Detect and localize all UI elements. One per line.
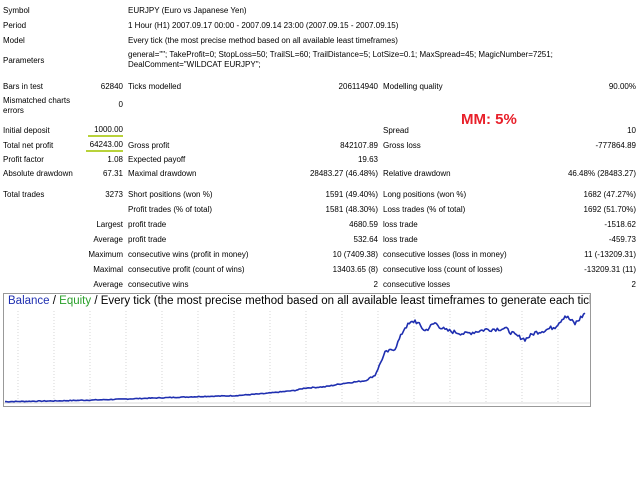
parameters-line1: general=""; TakeProfit=0; StopLoss=50; T… <box>128 50 553 59</box>
balance-chart-svg <box>4 311 590 404</box>
average-losses-value: 2 <box>631 280 636 289</box>
model-label: Model <box>3 36 25 45</box>
relative-drawdown-value: 46.48% (28483.27) <box>567 169 636 178</box>
average-loss-label: loss trade <box>383 235 418 244</box>
initial-deposit-label: Initial deposit <box>3 126 50 135</box>
ticks-value: 206114940 <box>338 82 378 91</box>
absolute-drawdown-value: 67.31 <box>102 169 123 178</box>
maximum-losses-label: consecutive losses (loss in money) <box>383 250 507 259</box>
chart-title-sep: / <box>49 295 60 307</box>
maximal-wins-value: 13403.65 (8) <box>332 265 378 274</box>
average-loss-value: -459.73 <box>608 235 636 244</box>
quality-label: Modelling quality <box>383 82 443 91</box>
net-profit-value: 64243.00 <box>86 140 123 152</box>
maximum-wins-value: 10 (7409.38) <box>332 250 378 259</box>
maximum-losses-value: 11 (-13209.31) <box>584 250 636 259</box>
profit-trades-value: 1581 (48.30%) <box>325 205 378 214</box>
bars-value: 62840 <box>100 82 123 91</box>
absolute-drawdown-label: Absolute drawdown <box>3 169 73 178</box>
quality-value: 90.00% <box>608 82 636 91</box>
loss-trades-value: 1692 (51.70%) <box>583 205 636 214</box>
chart-title-equity: Equity <box>59 295 92 307</box>
largest-profit-label: profit trade <box>128 220 167 229</box>
average-losses-label: consecutive losses <box>383 280 451 289</box>
largest-profit-value: 4680.59 <box>349 220 378 229</box>
symbol-value: EURJPY (Euro vs Japanese Yen) <box>128 6 247 15</box>
average-wins-value: 2 <box>373 280 378 289</box>
total-trades-label: Total trades <box>3 190 45 199</box>
gross-profit-value: 842107.89 <box>340 141 378 150</box>
ticks-label: Ticks modelled <box>128 82 182 91</box>
spread-value: 10 <box>627 126 636 135</box>
total-trades-value: 3273 <box>105 190 123 199</box>
symbol-label: Symbol <box>3 6 30 15</box>
long-positions-label: Long positions (won %) <box>383 190 467 199</box>
short-positions-label: Short positions (won %) <box>128 190 213 199</box>
period-label: Period <box>3 21 27 30</box>
model-value: Every tick (the most precise method base… <box>128 36 398 45</box>
average-label: Average <box>93 235 123 244</box>
largest-loss-value: -1518.62 <box>604 220 636 229</box>
average-profit-label: profit trade <box>128 235 167 244</box>
mismatched-label-1: Mismatched charts <box>3 96 71 105</box>
largest-loss-label: loss trade <box>383 220 418 229</box>
period-value: 1 Hour (H1) 2007.09.17 00:00 - 2007.09.1… <box>128 21 399 30</box>
average-wins-label: consecutive wins <box>128 280 189 289</box>
net-profit-label: Total net profit <box>3 141 54 150</box>
maximum-label: Maximum <box>88 250 123 259</box>
gross-profit-label: Gross profit <box>128 141 170 150</box>
expected-payoff-label: Expected payoff <box>128 155 186 164</box>
maximal-drawdown-label: Maximal drawdown <box>128 169 197 178</box>
relative-drawdown-label: Relative drawdown <box>383 169 451 178</box>
average-consecutive-label: Average <box>93 280 123 289</box>
spread-label: Spread <box>383 126 409 135</box>
balance-chart: Balance / Equity / Every tick (the most … <box>3 293 591 407</box>
gross-loss-label: Gross loss <box>383 141 421 150</box>
chart-title-balance: Balance <box>8 295 50 307</box>
mm-annotation: MM: 5% <box>461 111 517 128</box>
profit-factor-value: 1.08 <box>107 155 123 164</box>
maximal-losses-label: consecutive loss (count of losses) <box>383 265 503 274</box>
mismatched-label-2: errors <box>3 106 24 115</box>
balance-series-line <box>5 312 586 403</box>
maximal-losses-value: -13209.31 (11) <box>584 265 636 274</box>
parameters-label: Parameters <box>3 56 45 65</box>
largest-label: Largest <box>96 220 123 229</box>
average-profit-value: 532.64 <box>353 235 378 244</box>
maximum-wins-label: consecutive wins (profit in money) <box>128 250 249 259</box>
chart-title-rest: / Every tick (the most precise method ba… <box>91 295 591 307</box>
chart-title: Balance / Equity / Every tick (the most … <box>8 295 591 307</box>
mismatched-value: 0 <box>118 100 123 109</box>
parameters-line2: DealComment="WILDCAT EURJPY"; <box>128 60 261 69</box>
profit-trades-label: Profit trades (% of total) <box>128 205 213 214</box>
short-positions-value: 1591 (49.40%) <box>325 190 378 199</box>
maximal-wins-label: consecutive profit (count of wins) <box>128 265 245 274</box>
loss-trades-label: Loss trades (% of total) <box>383 205 466 214</box>
long-positions-value: 1682 (47.27%) <box>583 190 636 199</box>
maximal-label: Maximal <box>93 265 123 274</box>
maximal-drawdown-value: 28483.27 (46.48%) <box>309 169 378 178</box>
gross-loss-value: -777864.89 <box>595 141 636 150</box>
bars-label: Bars in test <box>3 82 44 91</box>
initial-deposit-value: 1000.00 <box>88 125 123 137</box>
profit-factor-label: Profit factor <box>3 155 44 164</box>
expected-payoff-value: 19.63 <box>357 155 378 164</box>
